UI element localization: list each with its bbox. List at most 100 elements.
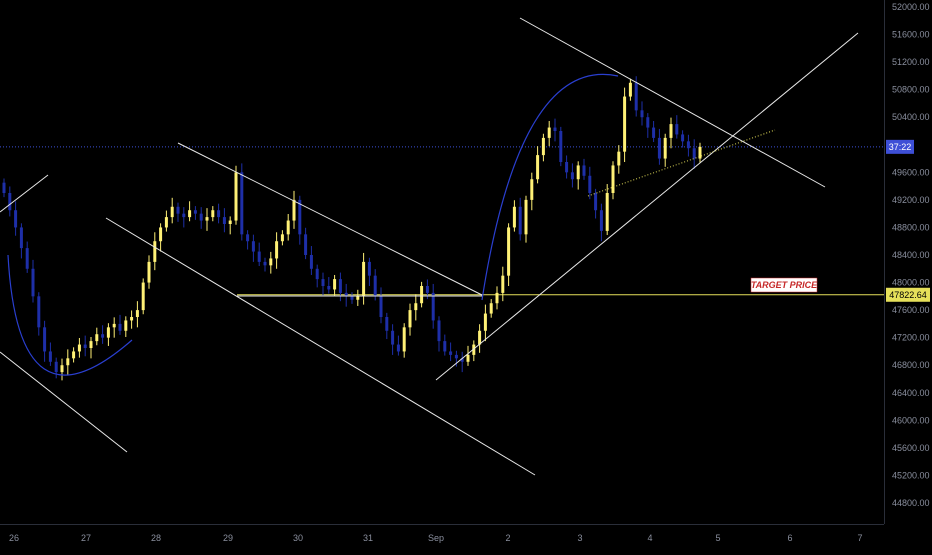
candle-body [222,217,226,224]
candle-body [408,310,412,328]
candle-body [19,227,23,249]
candle-body [304,234,308,255]
trend-line[interactable] [0,174,49,213]
candle-body [657,137,661,159]
candle-body [379,296,383,317]
candle-body [37,296,41,328]
candle-body [588,175,592,193]
candle-body [692,148,696,159]
candle-body [356,296,360,300]
price-tick-label: 48400.00 [892,250,930,260]
candle-body [385,317,389,331]
rounding-bottom-arc[interactable] [7,254,133,376]
candle-body [675,124,679,135]
candle-body [686,141,690,149]
candle-body [507,227,511,276]
time-tick-label: 26 [9,533,19,543]
candle-body [605,193,609,231]
candle-body [269,258,273,266]
candle-body [72,351,76,359]
candle-body [437,320,441,342]
time-tick-label: 3 [577,533,582,543]
candle-body [478,330,482,345]
rounding-top-arc[interactable] [481,73,619,301]
candle-body [495,292,499,304]
candle-body [95,334,99,342]
candle-body [147,261,151,283]
trend-line[interactable] [0,351,128,453]
candle-body [2,182,6,193]
candle-body [101,334,105,338]
candle-body [182,213,186,218]
candle-body [124,320,128,331]
candle-body [344,292,348,297]
countdown-badge-text: 37:22 [889,142,912,152]
candle-body [536,155,540,180]
candle-body [425,286,429,293]
candle-body [83,344,87,348]
candle-body [472,344,476,355]
candle-body [246,234,250,242]
candle-body [263,261,267,266]
candle-body [460,358,464,362]
candle-body [8,193,12,211]
trend-line[interactable] [177,142,483,296]
time-tick-label: Sep [428,533,444,543]
price-tick-label: 51600.00 [892,30,930,40]
candle-body [373,275,377,297]
time-tick-label: 2 [505,533,510,543]
candle-body [350,296,354,300]
candle-body [188,210,192,218]
countdown-badge [886,139,914,154]
candle-body [280,234,284,242]
candle-body [48,351,52,362]
candle-body [553,127,557,131]
candle-body [14,210,18,228]
time-tick-label: 5 [715,533,720,543]
candle-body [611,165,615,193]
candle-body [576,165,580,180]
price-tick-label: 46800.00 [892,360,930,370]
target-price-badge [886,287,930,302]
price-tick-label: 44800.00 [892,498,930,508]
price-tick-label: 47200.00 [892,333,930,343]
candle-body [153,241,157,262]
candle-body [391,330,395,345]
candle-body [298,199,302,235]
price-tick-label: 47600.00 [892,305,930,315]
price-scale[interactable] [884,0,932,524]
price-tick-label: 46400.00 [892,388,930,398]
candle-body [251,241,255,252]
target-price-badge-text: 47822.64 [889,290,927,300]
candle-body [257,251,261,262]
candle-body [669,124,673,138]
candle-body [617,151,621,166]
trend-line[interactable] [105,217,536,476]
candle-body [599,210,603,231]
time-scale[interactable] [0,524,884,551]
dotted-trend-line[interactable] [587,129,776,197]
candle-body [118,323,122,331]
candle-body [623,96,627,152]
candle-body [327,286,331,290]
candle-body [396,344,400,352]
trend-line[interactable] [435,32,859,381]
candle-body [77,344,81,352]
candle-body [663,137,667,159]
candle-body [228,220,232,224]
candle-body [159,227,163,242]
time-tick-label: 7 [857,533,862,543]
price-tick-label: 45600.00 [892,443,930,453]
trend-line[interactable] [519,17,826,188]
candle-body [524,199,528,235]
candle-body [362,261,366,297]
candle-body [489,303,493,314]
candle-body [628,82,632,97]
target-price-label[interactable] [750,277,818,293]
candle-body [234,172,238,221]
candle-body [431,292,435,321]
candle-body [292,199,296,221]
candle-body [135,310,139,317]
